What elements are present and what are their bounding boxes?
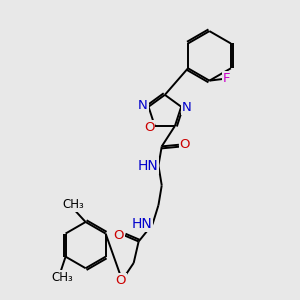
Text: HN: HN: [132, 217, 152, 231]
Text: O: O: [180, 138, 190, 151]
Text: N: N: [138, 99, 148, 112]
Text: CH₃: CH₃: [51, 271, 73, 284]
Text: O: O: [114, 229, 124, 242]
Text: O: O: [144, 121, 154, 134]
Text: CH₃: CH₃: [62, 198, 84, 211]
Text: N: N: [182, 101, 192, 114]
Text: HN: HN: [137, 158, 158, 172]
Text: O: O: [115, 274, 126, 286]
Text: F: F: [223, 73, 230, 85]
